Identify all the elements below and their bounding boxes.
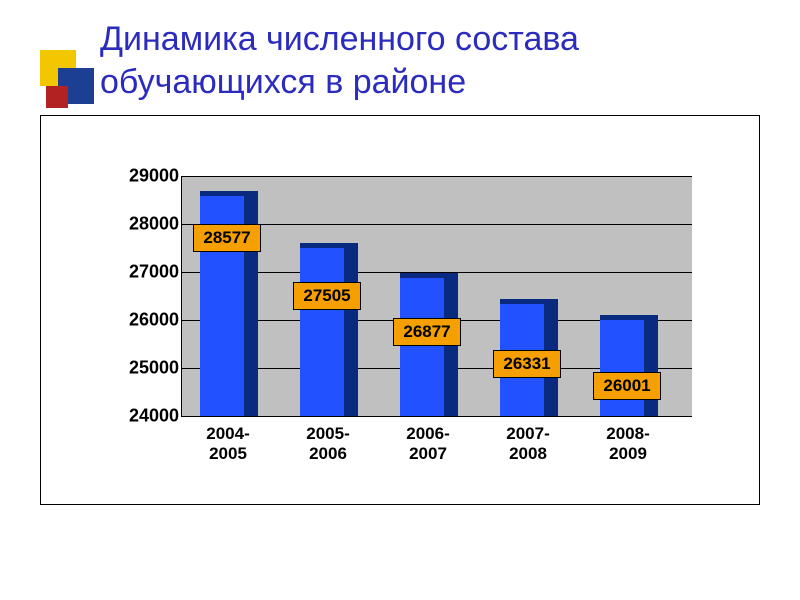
x-tick-label: 2007-2008 xyxy=(487,424,569,463)
bar-top xyxy=(200,191,258,196)
x-tick-label: 2008-2009 xyxy=(587,424,669,463)
value-label: 26877 xyxy=(393,318,461,346)
x-tick-label: 2004-2005 xyxy=(187,424,269,463)
value-label: 27505 xyxy=(293,282,361,310)
bar-top xyxy=(300,243,358,248)
y-tick-label: 25000 xyxy=(89,358,179,379)
bar-face xyxy=(600,320,644,416)
decoration-red-square xyxy=(46,86,68,108)
title-decoration xyxy=(40,50,100,110)
y-tick-label: 29000 xyxy=(89,166,179,187)
bar-top xyxy=(500,299,558,304)
y-tick-label: 28000 xyxy=(89,214,179,235)
value-label: 26001 xyxy=(593,372,661,400)
gridline xyxy=(182,176,692,177)
value-label: 26331 xyxy=(493,350,561,378)
bar-face xyxy=(400,278,444,416)
page-title: Динамика численного состава обучающихся … xyxy=(100,18,760,103)
x-tick-label: 2006-2007 xyxy=(387,424,469,463)
slide: Динамика численного состава обучающихся … xyxy=(0,0,800,600)
bar-top xyxy=(400,273,458,278)
bar-face xyxy=(300,248,344,416)
y-tick-label: 24000 xyxy=(89,406,179,427)
value-label: 28577 xyxy=(193,224,261,252)
y-tick-label: 26000 xyxy=(89,310,179,331)
chart-panel: 24000 25000 26000 27000 28000 29000 2004-2005 2… xyxy=(40,115,760,505)
y-tick-label: 27000 xyxy=(89,262,179,283)
bar-top xyxy=(600,315,658,320)
bar-side xyxy=(644,320,658,416)
x-tick-label: 2005-2006 xyxy=(287,424,369,463)
bar-side xyxy=(444,278,458,416)
bar-side xyxy=(344,248,358,416)
